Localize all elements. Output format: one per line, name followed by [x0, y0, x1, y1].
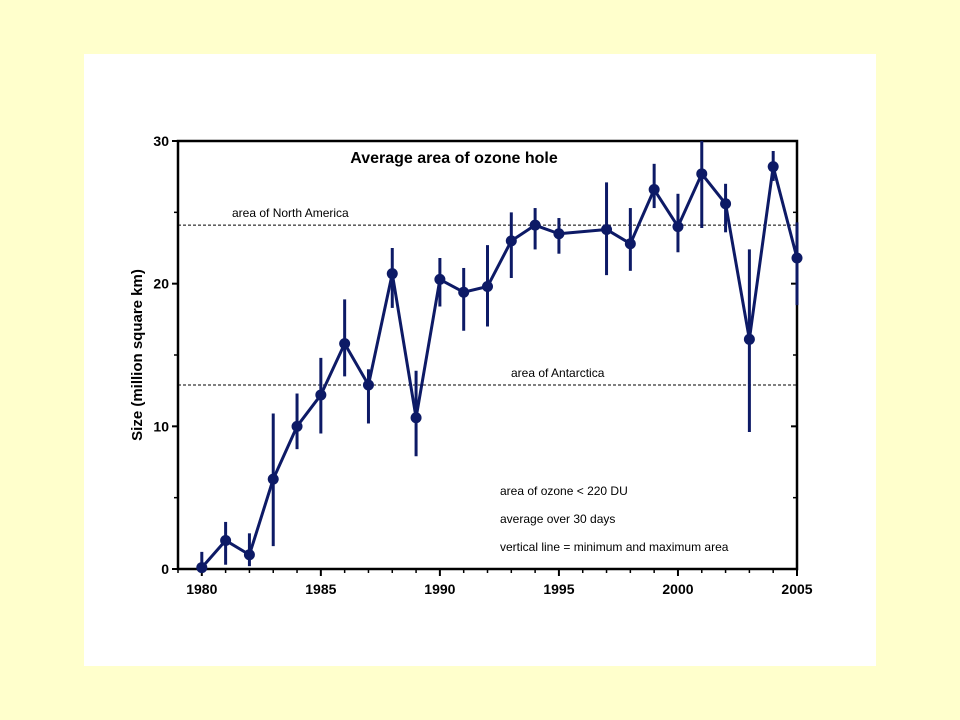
ozone-chart: 0 10 20 30 1980 1985 1990 1995 2000 2005 Average …: [129, 133, 813, 597]
data-point: [624, 238, 636, 250]
data-point: [672, 221, 684, 233]
y-tick-label: 10: [153, 418, 169, 434]
data-point: [243, 549, 255, 561]
annotation-threshold: area of ozone < 220 DU: [500, 484, 628, 498]
series-polyline: [200, 165, 799, 569]
data-point: [458, 286, 470, 298]
data-point: [434, 273, 446, 285]
data-point: [267, 473, 279, 485]
data-point: [482, 281, 493, 293]
y-tick-label: 0: [161, 561, 169, 577]
data-point: [410, 412, 422, 424]
x-tick-label: 1980: [186, 581, 217, 597]
x-tick-label: 2005: [781, 581, 812, 597]
data-point: [196, 562, 208, 574]
x-tick-label: 1995: [543, 581, 574, 597]
y-axis-label: Size (million square km): [129, 269, 146, 441]
axis-ticks: 0 10 20 30 1980 1985 1990 1995 2000 2005: [153, 133, 812, 597]
data-point: [529, 219, 541, 231]
data-point: [362, 379, 374, 391]
data-point: [553, 228, 565, 240]
x-tick-label: 2000: [662, 581, 693, 597]
data-point: [696, 168, 708, 180]
data-point: [601, 223, 613, 235]
chart-panel: 0 10 20 30 1980 1985 1990 1995 2000 2005 Average …: [84, 54, 876, 666]
reference-lines: [178, 224, 797, 386]
chart-title: Average area of ozone hole: [350, 150, 558, 167]
data-point: [720, 198, 732, 210]
annotation-vertical-line: vertical line = minimum and maximum area: [500, 540, 729, 554]
ref-label-north-america: area of North America: [232, 206, 349, 220]
y-tick-label: 30: [153, 133, 169, 149]
ref-label-antarctica: area of Antarctica: [511, 366, 605, 380]
data-point: [291, 420, 303, 432]
data-point: [386, 268, 398, 280]
data-point: [648, 184, 660, 196]
data-point: [220, 534, 232, 546]
data-point: [767, 161, 779, 173]
data-points: [196, 161, 803, 574]
x-tick-label: 1985: [305, 581, 336, 597]
x-tick-label: 1990: [424, 581, 455, 597]
annotation-averaging: average over 30 days: [500, 512, 615, 526]
data-point: [505, 235, 517, 247]
data-point: [743, 333, 755, 345]
data-point: [315, 389, 327, 401]
y-tick-label: 20: [153, 276, 169, 292]
data-point: [339, 338, 351, 350]
series-line: [200, 165, 799, 569]
data-point: [791, 252, 803, 264]
